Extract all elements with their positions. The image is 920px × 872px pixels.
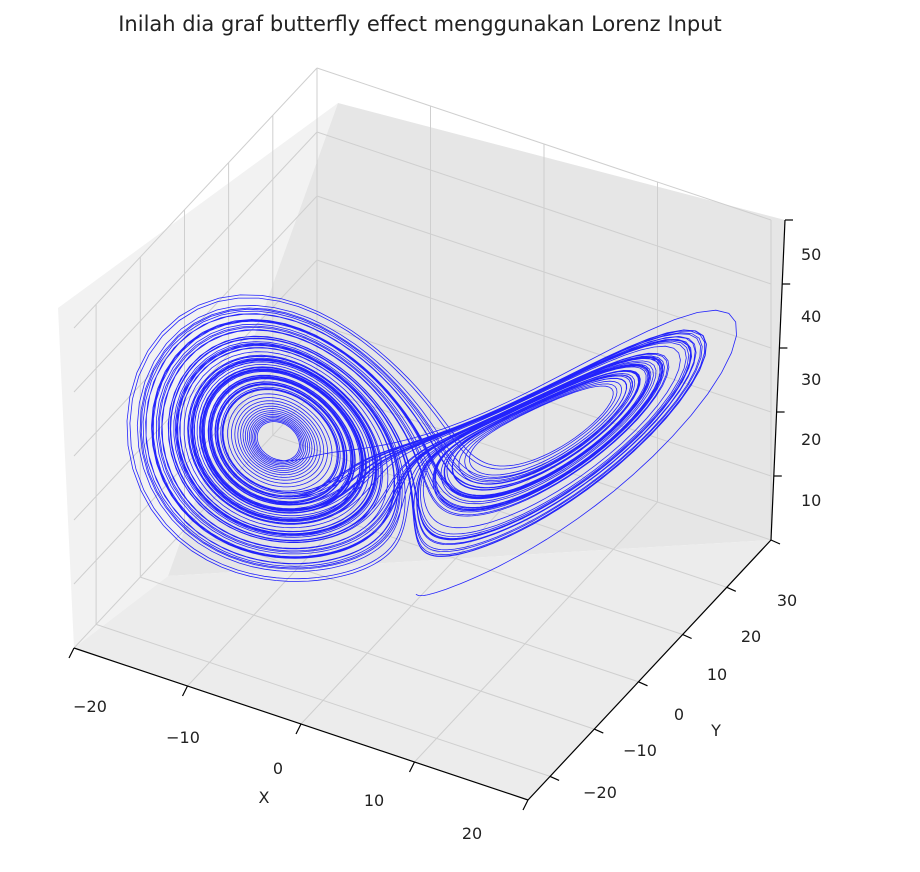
lorenz-trajectory-line: [126, 294, 737, 596]
z-tick-label: 40: [801, 307, 821, 326]
grid-line: [316, 259, 772, 413]
grid-line: [73, 131, 318, 393]
y-axis-line: [527, 539, 772, 801]
chart-title: Inilah dia graf butterfly effect menggun…: [118, 12, 722, 36]
x-tick: [68, 647, 75, 659]
y-tick-label: 20: [741, 627, 761, 646]
x-tick-label: −10: [166, 728, 200, 747]
y-tick: [770, 539, 781, 545]
x-tick: [295, 723, 302, 735]
grid-line: [316, 195, 772, 349]
x-tick-label: 10: [364, 791, 384, 810]
y-tick: [638, 681, 648, 687]
grid-line: [316, 131, 772, 285]
grid-line: [184, 529, 639, 683]
lorenz-curve-series: [126, 294, 737, 596]
z-tick-label: 30: [801, 370, 821, 389]
y-tick-label: −20: [583, 783, 617, 802]
grid-line: [272, 434, 727, 588]
axis-ticks: [68, 219, 793, 811]
x-tick: [522, 799, 529, 811]
grid-line: [73, 195, 318, 457]
grid-line: [73, 387, 318, 649]
y-tick-label: 10: [707, 665, 727, 684]
z-tick-label: 10: [801, 491, 821, 510]
x-tick-label: 20: [462, 824, 482, 843]
grid-line: [316, 67, 772, 221]
z-tick-label: 50: [801, 245, 821, 264]
y-tick: [549, 775, 560, 781]
grid-line: [95, 623, 551, 777]
y-tick: [726, 586, 737, 592]
z-tick-label: 20: [801, 430, 821, 449]
y-tick: [682, 633, 692, 640]
pane-floor: [74, 540, 771, 800]
x-axis-label: X: [259, 788, 270, 807]
grid-line: [300, 463, 545, 725]
pane-back: [168, 103, 785, 576]
grid-line: [140, 576, 595, 730]
x-tick: [181, 685, 189, 697]
y-tick-label: 30: [777, 591, 797, 610]
grid-line: [414, 501, 658, 763]
y-axis-label: Y: [710, 721, 721, 740]
y-tick-label: −10: [623, 741, 657, 760]
y-tick: [594, 728, 604, 734]
x-tick-label: −20: [73, 697, 107, 716]
grid-line: [73, 259, 318, 521]
z-axis-line: [770, 219, 786, 541]
x-tick-label: 0: [273, 759, 283, 778]
grid-line: [73, 67, 318, 329]
y-tick-label: 0: [674, 705, 684, 724]
x-tick: [408, 761, 416, 773]
